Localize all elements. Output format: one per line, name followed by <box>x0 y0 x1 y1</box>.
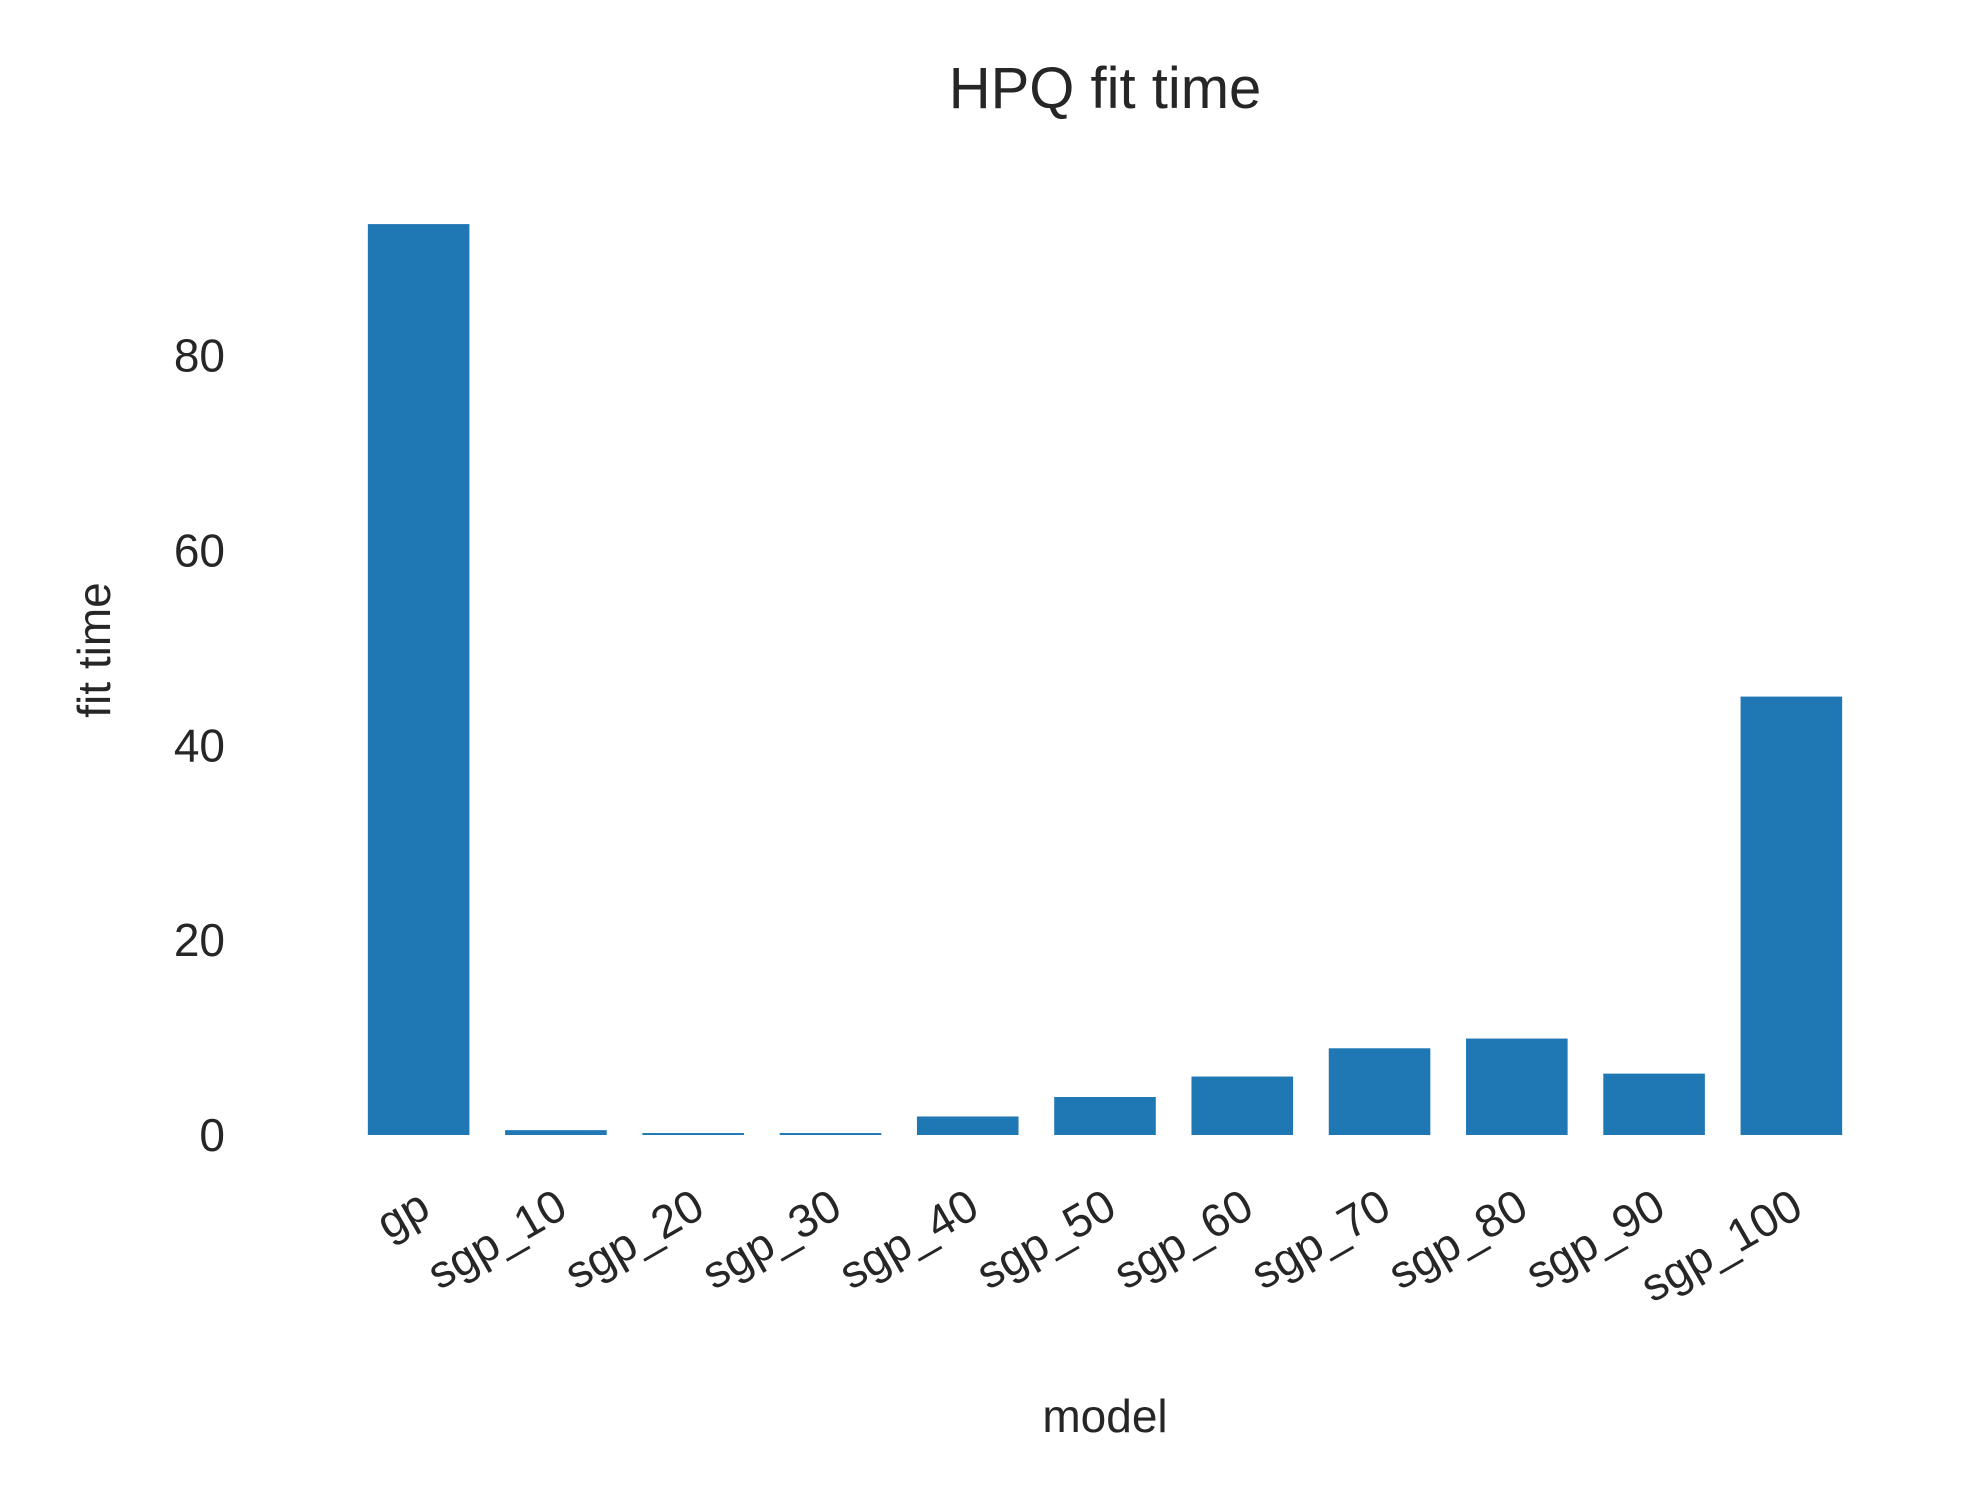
bars <box>367 224 1843 1136</box>
bar-sgp-30 <box>779 1133 882 1135</box>
x-tick-label: sgp_40 <box>830 1179 987 1299</box>
x-tick-label: gp <box>367 1179 437 1250</box>
y-axis-label: fit time <box>68 582 120 717</box>
y-tick-label: 20 <box>174 914 225 966</box>
bar-sgp-40 <box>916 1116 1019 1135</box>
bar-sgp-70 <box>1328 1048 1431 1135</box>
bar-sgp-60 <box>1191 1076 1294 1135</box>
bar-gp <box>367 224 470 1136</box>
y-axis-ticks: 0 20 40 60 80 <box>174 330 225 1161</box>
x-tick-label: sgp_30 <box>693 1179 850 1299</box>
bar-sgp-10 <box>505 1130 607 1135</box>
y-tick-label: 60 <box>174 524 225 576</box>
x-tick-label: sgp_80 <box>1379 1179 1536 1299</box>
bar-sgp-20 <box>642 1133 744 1135</box>
x-tick-label: sgp_60 <box>1105 1179 1262 1299</box>
bar-sgp-90 <box>1603 1073 1705 1135</box>
bar-sgp-50 <box>1054 1097 1156 1135</box>
chart-title: HPQ fit time <box>949 56 1262 121</box>
bar-sgp-80 <box>1466 1038 1568 1135</box>
x-tick-label: sgp_10 <box>418 1179 575 1299</box>
x-tick-label: sgp_70 <box>1242 1179 1399 1299</box>
bar-sgp-100 <box>1740 696 1843 1135</box>
x-tick-label: sgp_20 <box>555 1179 712 1299</box>
x-tick-label: sgp_50 <box>967 1179 1124 1299</box>
y-tick-label: 80 <box>174 330 225 382</box>
x-axis-ticks: gpsgp_10sgp_20sgp_30sgp_40sgp_50sgp_60sg… <box>367 1179 1810 1312</box>
y-tick-label: 40 <box>174 719 225 771</box>
y-tick-label: 0 <box>199 1109 225 1161</box>
x-axis-label: model <box>1042 1390 1167 1442</box>
